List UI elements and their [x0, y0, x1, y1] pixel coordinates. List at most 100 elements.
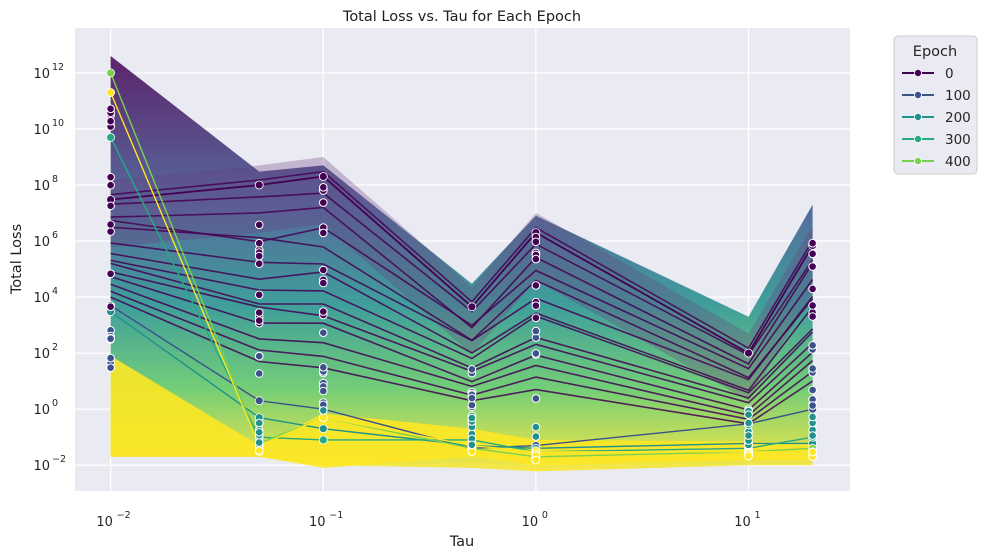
x-tick-label: 10: [522, 515, 539, 530]
x-tick-label: 10: [96, 515, 113, 530]
column-point: [106, 269, 115, 279]
x-axis-label: Tau: [449, 534, 475, 550]
column-point: [808, 262, 817, 271]
column-point: [106, 172, 115, 182]
column-point: [744, 431, 753, 440]
x-tick-exponent: −1: [329, 510, 343, 521]
series-point: [254, 396, 264, 406]
x-tick-exponent: 1: [755, 510, 761, 521]
column-point: [467, 440, 477, 450]
y-tick-exponent: 0: [52, 398, 58, 409]
column-point: [531, 432, 541, 441]
column-point: [744, 451, 753, 461]
column-point: [106, 201, 115, 211]
column-point: [808, 312, 817, 321]
legend-label: 0: [945, 66, 954, 82]
column-point: [531, 313, 541, 323]
x-tick-exponent: −2: [117, 510, 131, 521]
column-point: [319, 198, 328, 207]
legend-swatch-marker: [914, 156, 923, 165]
column-point: [319, 307, 328, 316]
column-point: [254, 418, 264, 428]
y-tick-exponent: 2: [52, 342, 58, 353]
column-point: [808, 341, 817, 350]
y-tick-exponent: 4: [52, 286, 58, 297]
y-tick-label: 10: [33, 67, 50, 82]
legend-label: 400: [945, 154, 971, 170]
legend-label: 200: [945, 110, 971, 126]
column-point: [254, 251, 264, 261]
column-point: [254, 259, 264, 269]
series-point: [106, 88, 115, 97]
column-point: [531, 349, 541, 358]
y-tick-label: 10: [33, 235, 50, 250]
column-point: [319, 328, 328, 338]
column-point: [808, 401, 817, 410]
chart-title: Total Loss vs. Tau for Each Epoch: [342, 9, 581, 25]
column-point: [254, 438, 264, 447]
column-point: [467, 400, 477, 410]
column-point: [744, 418, 753, 428]
series-point: [106, 68, 115, 78]
column-point: [744, 410, 753, 420]
column-point: [106, 104, 115, 114]
column-point: [531, 237, 541, 247]
trajectory-line: [110, 170, 814, 350]
legend-title: Epoch: [913, 44, 957, 60]
legend-swatch-marker: [914, 91, 923, 100]
series-point: [467, 302, 477, 312]
column-point: [254, 290, 264, 300]
column-point: [106, 180, 115, 190]
column-point: [254, 220, 264, 230]
column-point: [531, 326, 541, 336]
column-point: [531, 394, 541, 403]
column-point: [808, 364, 817, 373]
column-point: [319, 386, 328, 396]
low-loss-band: [110, 355, 813, 468]
legend-swatch-marker: [914, 113, 923, 122]
y-tick-label: 10: [33, 403, 50, 418]
column-point: [319, 228, 328, 238]
trajectory-line: [110, 252, 814, 392]
y-tick-exponent: −2: [52, 454, 66, 465]
series-point: [254, 180, 264, 190]
column-point: [254, 238, 264, 248]
column-point: [808, 238, 817, 248]
column-point: [254, 428, 264, 437]
column-point: [467, 365, 477, 374]
series-point: [318, 413, 328, 423]
series-point: [106, 132, 115, 142]
legend-label: 300: [945, 132, 971, 148]
trajectory-line: [110, 259, 814, 394]
column-point: [808, 431, 817, 440]
spread-band: [110, 56, 813, 472]
legend-swatch-marker: [914, 134, 923, 143]
column-point: [808, 301, 817, 310]
column-point: [106, 116, 115, 126]
column-point: [808, 385, 817, 395]
column-point: [254, 308, 264, 317]
y-tick-label: 10: [33, 347, 50, 362]
series-points: [106, 68, 817, 465]
series-point: [744, 348, 753, 358]
column-point: [106, 220, 115, 229]
y-tick-label: 10: [33, 179, 50, 194]
column-point: [531, 301, 541, 311]
column-point: [319, 183, 328, 192]
column-point: [531, 422, 541, 432]
x-tick-label: 10: [734, 515, 751, 530]
column-point: [467, 393, 477, 403]
column-point: [467, 413, 477, 423]
column-point: [106, 334, 115, 344]
column-point: [106, 302, 115, 312]
column-point: [319, 278, 328, 288]
column-point: [808, 447, 817, 457]
y-tick-exponent: 10: [52, 118, 64, 129]
y-tick-exponent: 6: [52, 230, 58, 241]
y-tick-label: 10: [33, 459, 50, 474]
column-point: [319, 406, 328, 415]
x-tick-label: 10: [309, 515, 326, 530]
column-point: [106, 227, 115, 236]
column-point: [106, 353, 115, 363]
column-point: [808, 284, 817, 294]
